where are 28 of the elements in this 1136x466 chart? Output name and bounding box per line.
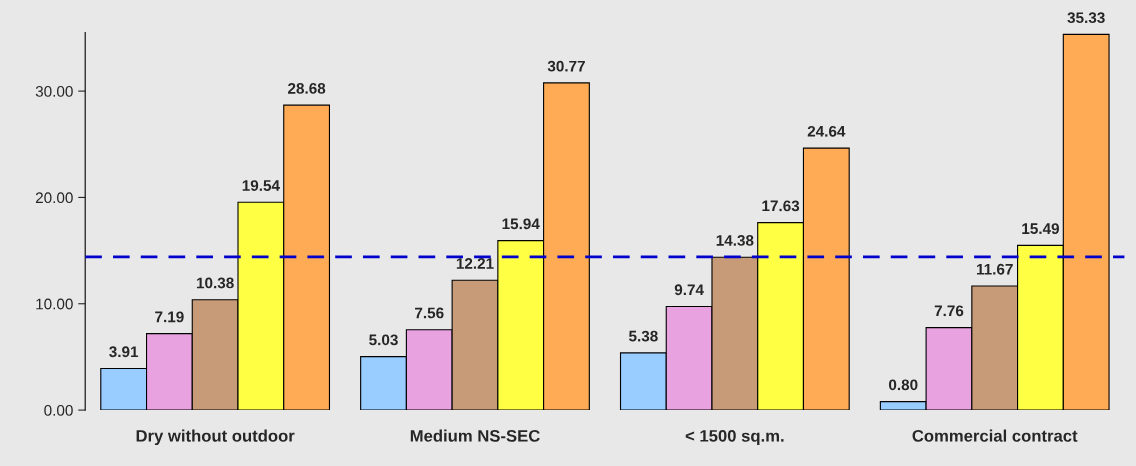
y-tick-label: 30.00 — [35, 85, 73, 97]
data-label: 17.63 — [762, 200, 800, 212]
data-label: 5.03 — [369, 334, 398, 346]
data-label: 28.68 — [288, 82, 326, 94]
x-tick-label: Commercial contract — [912, 429, 1078, 442]
data-label: 15.94 — [502, 218, 540, 230]
data-label: 7.76 — [934, 305, 964, 317]
data-label: 7.56 — [415, 307, 444, 319]
y-tick-label: 10.00 — [36, 298, 73, 310]
data-label: 19.54 — [242, 180, 280, 191]
data-label: 15.49 — [1022, 223, 1059, 235]
x-tick-label: Medium NS-SEC — [410, 429, 540, 442]
data-label: 3.91 — [109, 346, 139, 358]
data-label: 35.33 — [1067, 12, 1105, 24]
y-tick-label: 20.00 — [35, 192, 73, 204]
data-label: 11.67 — [976, 263, 1013, 275]
x-tick-label: Dry without outdoor — [136, 429, 295, 446]
data-label: 12.21 — [456, 258, 494, 269]
data-label: 9.74 — [674, 284, 704, 296]
data-label: 24.64 — [807, 125, 846, 137]
data-label: 30.77 — [547, 60, 585, 72]
data-label: 5.38 — [628, 330, 658, 342]
y-tick-label: 0.00 — [44, 404, 73, 416]
data-label: 10.38 — [196, 277, 234, 289]
data-label: 7.19 — [155, 311, 184, 323]
x-tick-label: < 1500 sq.m. — [685, 429, 784, 446]
data-label: 0.80 — [888, 379, 918, 391]
data-label: 14.38 — [716, 235, 754, 246]
